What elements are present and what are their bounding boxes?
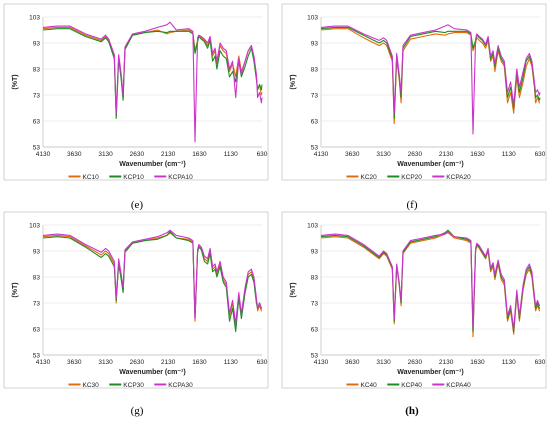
x-axis-label: Wavenumber (cm⁻¹) — [397, 161, 463, 168]
legend-label: KCP20 — [401, 174, 422, 181]
x-tick-label: 1130 — [224, 151, 238, 158]
x-tick-label: 1130 — [502, 359, 516, 366]
y-tick-label: 53 — [33, 144, 41, 151]
y-axis-label: (%T) — [290, 74, 297, 89]
series-line-kcpa20 — [320, 24, 541, 135]
y-tick-label: 93 — [33, 40, 41, 47]
y-axis-label: (%T) — [12, 282, 19, 297]
legend-label: KCP10 — [123, 174, 144, 181]
chart-panel-1: 53 63 73 83 93 103 4130 3630 3130 2630 2130 1630 113… — [3, 3, 269, 181]
x-tick-label: 2630 — [408, 151, 423, 158]
x-tick-label: 630 — [257, 151, 268, 158]
chart-panel-4: 53 63 73 83 93 103 4130 3630 3130 2630 2130 1630 113… — [281, 211, 547, 389]
y-tick-label: 53 — [311, 352, 319, 359]
panel-caption: (g) — [131, 405, 144, 417]
legend-label: KCP40 — [401, 382, 422, 389]
x-axis-label: Wavenumber (cm⁻¹) — [119, 369, 185, 376]
x-tick-label: 2630 — [408, 359, 423, 366]
y-tick-label: 63 — [311, 118, 319, 125]
x-tick-label: 1630 — [470, 359, 485, 366]
y-tick-label: 83 — [311, 274, 319, 281]
x-tick-label: 2130 — [439, 151, 454, 158]
panel-caption: (f) — [407, 199, 418, 211]
y-axis-label: (%T) — [12, 74, 19, 89]
x-tick-label: 630 — [535, 359, 546, 366]
legend-label: KC20 — [361, 174, 378, 181]
series-line-kcpa40 — [320, 230, 540, 330]
x-tick-label: 630 — [257, 359, 268, 366]
x-tick-label: 3130 — [98, 151, 113, 158]
y-tick-label: 73 — [33, 300, 41, 307]
x-axis-label: Wavenumber (cm⁻¹) — [119, 161, 185, 168]
y-tick-label: 73 — [311, 92, 319, 99]
legend-label: KCPA40 — [446, 382, 471, 389]
panel-caption: (e) — [131, 199, 144, 211]
y-tick-label: 83 — [33, 274, 41, 281]
legend-label: KC40 — [361, 382, 378, 389]
legend-label: KCPA30 — [168, 382, 193, 389]
y-tick-label: 63 — [311, 326, 319, 333]
x-tick-label: 3130 — [376, 151, 391, 158]
x-tick-label: 3130 — [98, 359, 113, 366]
x-tick-label: 3130 — [376, 359, 391, 366]
x-tick-label: 3630 — [67, 151, 82, 158]
x-tick-label: 630 — [535, 151, 546, 158]
x-tick-label: 4130 — [36, 359, 51, 366]
x-tick-label: 1630 — [470, 151, 485, 158]
legend-label: KC10 — [83, 174, 100, 181]
series-line-kcpa10 — [42, 21, 263, 143]
y-tick-label: 93 — [311, 40, 319, 47]
y-tick-label: 63 — [33, 326, 41, 333]
x-tick-label: 2630 — [130, 151, 145, 158]
x-tick-label: 3630 — [345, 359, 360, 366]
x-tick-label: 4130 — [36, 151, 51, 158]
series-line-kcpa30 — [42, 229, 262, 325]
y-tick-label: 103 — [29, 14, 40, 21]
y-tick-label: 103 — [307, 14, 318, 21]
x-tick-label: 1130 — [502, 151, 516, 158]
y-tick-label: 53 — [311, 144, 319, 151]
x-tick-label: 4130 — [314, 359, 329, 366]
x-tick-label: 1630 — [192, 151, 207, 158]
y-tick-label: 93 — [311, 248, 319, 255]
panel-caption: (h) — [405, 405, 419, 417]
chart-panel-3: 53 63 73 83 93 103 4130 3630 3130 2630 2130 1630 113… — [3, 211, 269, 389]
x-tick-label: 4130 — [314, 151, 329, 158]
x-tick-label: 2130 — [439, 359, 454, 366]
chart-frame — [281, 3, 547, 181]
x-tick-label: 3630 — [67, 359, 82, 366]
legend-label: KCPA10 — [168, 174, 193, 181]
x-tick-label: 1630 — [192, 359, 207, 366]
x-tick-label: 2630 — [130, 359, 145, 366]
y-tick-label: 103 — [29, 222, 40, 229]
legend-label: KCPA20 — [446, 174, 471, 181]
y-tick-label: 83 — [311, 66, 319, 73]
y-tick-label: 53 — [33, 352, 41, 359]
x-tick-label: 3630 — [345, 151, 360, 158]
x-tick-label: 2130 — [161, 359, 176, 366]
x-tick-label: 2130 — [161, 151, 176, 158]
legend-label: KCP30 — [123, 382, 144, 389]
chart-panel-2: 53 63 73 83 93 103 4130 3630 3130 2630 2130 1630 113… — [281, 3, 547, 181]
x-axis-label: Wavenumber (cm⁻¹) — [397, 369, 463, 376]
y-tick-label: 83 — [33, 66, 41, 73]
y-tick-label: 73 — [311, 300, 319, 307]
y-tick-label: 73 — [33, 92, 41, 99]
legend-label: KC30 — [83, 382, 100, 389]
y-tick-label: 93 — [33, 248, 41, 255]
y-tick-label: 103 — [307, 222, 318, 229]
y-axis-label: (%T) — [290, 282, 297, 297]
y-tick-label: 63 — [33, 118, 41, 125]
x-tick-label: 1130 — [224, 359, 238, 366]
